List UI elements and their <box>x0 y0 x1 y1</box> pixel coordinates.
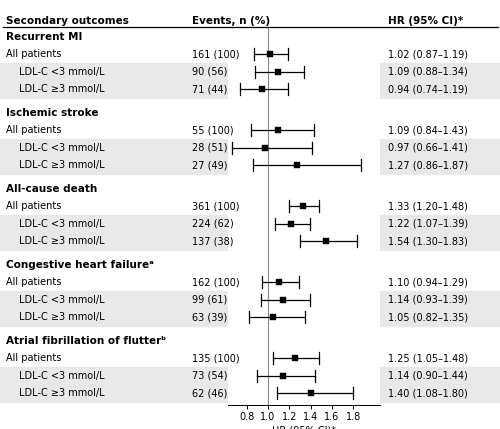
Text: 90 (56): 90 (56) <box>192 66 228 77</box>
Text: HR (95% CI)*: HR (95% CI)* <box>388 16 463 26</box>
Bar <box>0 233 500 250</box>
Bar <box>0 80 500 98</box>
Text: 1.14 (0.93–1.39): 1.14 (0.93–1.39) <box>388 295 467 305</box>
Text: 135 (100): 135 (100) <box>192 353 240 363</box>
Bar <box>0 139 500 157</box>
Text: Atrial fibrillation of flutterᵇ: Atrial fibrillation of flutterᵇ <box>6 335 166 346</box>
Text: 1.27 (0.86–1.87): 1.27 (0.86–1.87) <box>388 160 468 170</box>
Text: LDL-C <3 mmol/L: LDL-C <3 mmol/L <box>18 219 104 229</box>
Text: LDL-C <3 mmol/L: LDL-C <3 mmol/L <box>18 66 104 77</box>
Text: LDL-C ≥3 mmol/L: LDL-C ≥3 mmol/L <box>18 312 104 322</box>
Text: 62 (46): 62 (46) <box>192 388 228 398</box>
Text: 1.02 (0.87–1.19): 1.02 (0.87–1.19) <box>388 49 468 59</box>
Text: 161 (100): 161 (100) <box>192 49 240 59</box>
Text: 63 (39): 63 (39) <box>192 312 228 322</box>
Text: 1.10 (0.94–1.29): 1.10 (0.94–1.29) <box>388 277 468 287</box>
Text: LDL-C <3 mmol/L: LDL-C <3 mmol/L <box>18 371 104 381</box>
Bar <box>0 291 500 308</box>
Text: 0.94 (0.74–1.19): 0.94 (0.74–1.19) <box>388 84 468 94</box>
Text: LDL-C <3 mmol/L: LDL-C <3 mmol/L <box>18 295 104 305</box>
Bar <box>0 63 500 80</box>
Text: All patients: All patients <box>6 277 62 287</box>
Text: 162 (100): 162 (100) <box>192 277 240 287</box>
Text: 55 (100): 55 (100) <box>192 125 234 135</box>
Text: Recurrent MI: Recurrent MI <box>6 32 82 42</box>
Text: 0.97 (0.66–1.41): 0.97 (0.66–1.41) <box>388 142 468 153</box>
Text: 1.22 (1.07–1.39): 1.22 (1.07–1.39) <box>388 219 468 229</box>
Text: 1.54 (1.30–1.83): 1.54 (1.30–1.83) <box>388 236 468 246</box>
Text: 71 (44): 71 (44) <box>192 84 228 94</box>
Text: 99 (61): 99 (61) <box>192 295 228 305</box>
Text: 361 (100): 361 (100) <box>192 201 240 211</box>
Bar <box>0 308 500 326</box>
Bar <box>0 384 500 402</box>
Text: 1.09 (0.88–1.34): 1.09 (0.88–1.34) <box>388 66 467 77</box>
Text: LDL-C ≥3 mmol/L: LDL-C ≥3 mmol/L <box>18 388 104 398</box>
Text: All-cause death: All-cause death <box>6 184 97 193</box>
Text: Congestive heart failureᵃ: Congestive heart failureᵃ <box>6 260 154 270</box>
Text: 27 (49): 27 (49) <box>192 160 228 170</box>
Text: All patients: All patients <box>6 49 62 59</box>
Text: All patients: All patients <box>6 125 62 135</box>
Text: 1.40 (1.08–1.80): 1.40 (1.08–1.80) <box>388 388 467 398</box>
Text: 73 (54): 73 (54) <box>192 371 228 381</box>
Text: LDL-C ≥3 mmol/L: LDL-C ≥3 mmol/L <box>18 84 104 94</box>
Text: 28 (51): 28 (51) <box>192 142 228 153</box>
Text: All patients: All patients <box>6 201 62 211</box>
Text: 137 (38): 137 (38) <box>192 236 234 246</box>
Text: 224 (62): 224 (62) <box>192 219 234 229</box>
X-axis label: HR (95% CI)*: HR (95% CI)* <box>272 425 336 429</box>
Text: All patients: All patients <box>6 353 62 363</box>
Text: 1.33 (1.20–1.48): 1.33 (1.20–1.48) <box>388 201 468 211</box>
Text: 1.14 (0.90–1.44): 1.14 (0.90–1.44) <box>388 371 467 381</box>
Bar <box>0 215 500 233</box>
Text: LDL-C ≥3 mmol/L: LDL-C ≥3 mmol/L <box>18 160 104 170</box>
Text: Ischemic stroke: Ischemic stroke <box>6 108 98 118</box>
Text: Events, n (%): Events, n (%) <box>192 16 270 26</box>
Text: 1.05 (0.82–1.35): 1.05 (0.82–1.35) <box>388 312 468 322</box>
Text: 1.25 (1.05–1.48): 1.25 (1.05–1.48) <box>388 353 468 363</box>
Text: LDL-C <3 mmol/L: LDL-C <3 mmol/L <box>18 142 104 153</box>
Text: Secondary outcomes: Secondary outcomes <box>6 16 129 26</box>
Text: LDL-C ≥3 mmol/L: LDL-C ≥3 mmol/L <box>18 236 104 246</box>
Bar <box>0 157 500 174</box>
Text: 1.09 (0.84–1.43): 1.09 (0.84–1.43) <box>388 125 467 135</box>
Bar <box>0 367 500 384</box>
